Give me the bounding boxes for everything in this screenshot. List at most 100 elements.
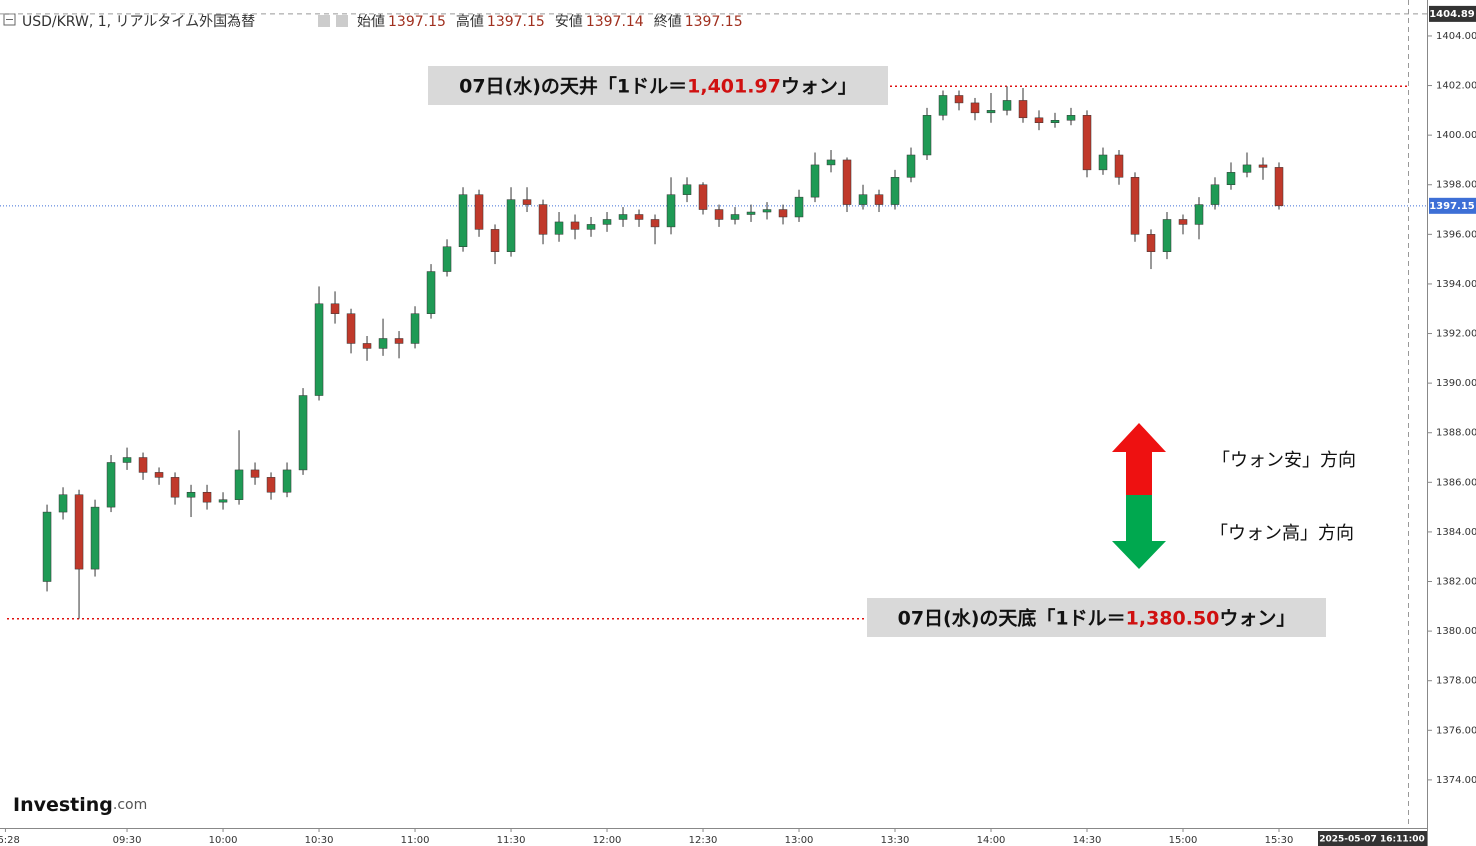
y-tick-label: 1402.00	[1436, 81, 1476, 92]
x-tick-label: 11:30	[497, 835, 526, 846]
y-tick-label: 1374.00	[1436, 775, 1476, 786]
candle-body	[826, 159, 836, 166]
candle-body	[1098, 154, 1108, 171]
annotation: 07日(水)の天底「1ドル＝1,380.50ウォン」	[898, 606, 1296, 629]
candle-body	[1114, 154, 1124, 178]
candle-body	[938, 95, 948, 116]
candle-body	[1002, 100, 1012, 111]
candle-body	[794, 196, 804, 218]
candle-body	[122, 457, 132, 463]
arrow-up-label: 「ウォン安」方向	[1212, 450, 1356, 471]
candle-body	[906, 154, 916, 178]
ohlc-label: 安値	[555, 14, 583, 30]
candle-body	[922, 115, 932, 156]
candle-body	[666, 194, 676, 228]
icon	[318, 15, 330, 27]
y-tick-label: 1390.00	[1436, 378, 1476, 389]
candle-body	[394, 338, 404, 344]
ohlc-label: 高値	[456, 13, 484, 30]
candle-body	[474, 194, 484, 230]
logo: Investing.com	[13, 794, 147, 816]
candle-body	[954, 95, 964, 104]
candle-body	[1130, 177, 1140, 235]
x-tick-label: 10:30	[305, 835, 334, 846]
candle-body	[1210, 184, 1220, 205]
arrow-up	[1112, 423, 1166, 495]
candle-body	[426, 271, 436, 314]
candle-body	[74, 494, 84, 570]
y-tick-label: 1388.00	[1436, 428, 1476, 439]
y-tick-label: 1378.00	[1436, 676, 1476, 687]
candle-body	[266, 477, 276, 493]
candle-body	[42, 511, 52, 582]
ohlc-value: 1397.14	[586, 14, 644, 30]
candle-body	[730, 214, 740, 220]
y-tick-label: 1376.00	[1436, 725, 1476, 736]
x-tick-label: 12:00	[593, 835, 622, 846]
candle-body	[410, 313, 420, 344]
annotation-prefix: 07日(水)の天井「1ドル＝	[459, 74, 687, 97]
candle-body	[170, 477, 180, 498]
plot: 1374.00 1376.00 1378.00 1380.00 1382.00 1384.…	[0, 5, 1476, 846]
candle-body	[778, 209, 788, 218]
candle-body	[138, 457, 148, 473]
ohlc-label: 始値	[357, 14, 385, 30]
candle-body	[298, 395, 308, 471]
candle-body	[202, 491, 212, 503]
candle-body	[378, 338, 388, 349]
annotation-price: 1,401.97	[687, 75, 781, 97]
candle-body	[1274, 167, 1284, 207]
x-tick-label: 15:00	[1169, 835, 1198, 846]
candle-body	[810, 164, 820, 198]
candle-body	[1258, 164, 1268, 168]
y-tick-label: 1392.00	[1436, 329, 1476, 340]
candle-body	[634, 214, 644, 220]
cursor-time: 2025-05-07 16:11:00	[1319, 835, 1424, 845]
candle-body	[714, 209, 724, 220]
candle-body	[1194, 204, 1204, 225]
candle-body	[618, 214, 628, 220]
candle-body	[858, 194, 868, 205]
candle-body	[90, 506, 100, 570]
x-tick-label: 14:30	[1073, 835, 1102, 846]
candle-body	[1066, 115, 1076, 121]
candle-body	[570, 221, 580, 230]
candle-body	[682, 184, 692, 195]
candle-body	[346, 313, 356, 344]
candle-body	[970, 102, 980, 114]
icon	[336, 15, 348, 27]
candle-body	[1082, 115, 1092, 171]
x-tick-label: 09:30	[113, 835, 142, 846]
candle-body	[842, 159, 852, 205]
x-tick-label: 12:30	[689, 835, 718, 846]
candle-body	[234, 469, 244, 500]
annotation-prefix: 07日(水)の天底「1ドル＝	[898, 606, 1126, 629]
x-tick-label: 15:30	[1265, 835, 1294, 846]
annotation: 07日(水)の天井「1ドル＝1,401.97ウォン」	[459, 74, 857, 97]
candle-body	[154, 472, 164, 478]
x-tick-label: 10:00	[209, 835, 238, 846]
candle-body	[1178, 219, 1188, 225]
ohlc-label: 終値	[654, 14, 682, 30]
logo-main: Investing	[13, 794, 113, 816]
candle-body	[874, 194, 884, 205]
y-tick-label: 1382.00	[1436, 577, 1476, 588]
candle-body	[442, 246, 452, 272]
ohlc-value: 1397.15	[487, 14, 545, 30]
annotation-box	[867, 598, 1326, 637]
y-tick-label: 1396.00	[1436, 229, 1476, 240]
x-tick-label: 11:00	[401, 835, 430, 846]
chart-title: USD/KRW, 1, リアルタイム外国為替	[22, 14, 255, 30]
x-tick-label: 13:00	[785, 835, 814, 846]
logo-suffix: .com	[113, 797, 147, 813]
candle-body	[282, 469, 292, 493]
candle-body	[58, 494, 68, 513]
candle-body	[538, 204, 548, 235]
x-tick-label: 14:00	[977, 835, 1006, 846]
candle-body	[586, 224, 596, 230]
candle-body	[1146, 234, 1156, 252]
candle-body	[106, 462, 116, 508]
annotation-suffix: ウォン」	[781, 75, 857, 97]
